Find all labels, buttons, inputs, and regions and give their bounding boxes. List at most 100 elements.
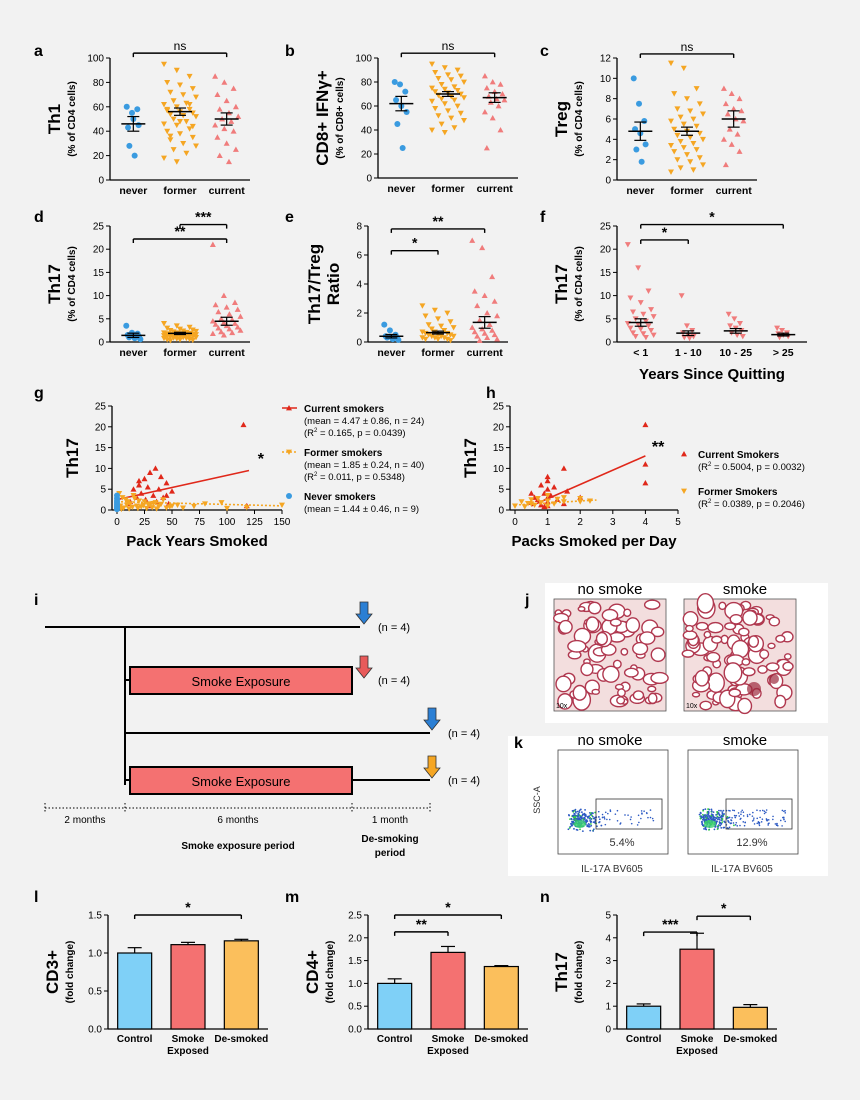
data-point (230, 128, 237, 134)
flow-density-core (704, 820, 716, 828)
alveolus (703, 630, 712, 639)
flow-event (741, 809, 744, 812)
alveolus (620, 647, 629, 656)
flow-event (712, 811, 715, 814)
data-point (687, 108, 694, 114)
flow-event (576, 810, 579, 813)
data-point (693, 123, 700, 130)
panel-letter-m: m (285, 889, 299, 906)
data-point (728, 90, 735, 96)
data-point (438, 323, 445, 330)
flow-event (774, 823, 777, 825)
alveolus (585, 616, 600, 633)
chart-panel-d: d 0 5 10 15 20 25 Th17 (% of CD4 cells) never form… (34, 209, 250, 359)
data-point (170, 147, 177, 153)
data-point (225, 158, 232, 165)
data-point (170, 116, 177, 122)
data-point (429, 85, 435, 91)
y-axis-label: Th17 (552, 952, 571, 992)
flow-event (761, 818, 764, 820)
y-tick-label: 80 (361, 78, 373, 89)
data-point (144, 484, 151, 490)
flow-event (733, 824, 735, 827)
x-tick-label: 0 (512, 517, 518, 528)
category-label: never (387, 183, 415, 195)
flow-event (576, 829, 579, 831)
y-axis-label: Th17 (461, 438, 480, 478)
data-point (435, 76, 442, 82)
flow-event (569, 818, 571, 821)
y-tick-label: 15 (493, 443, 505, 454)
bar (430, 951, 466, 1030)
data-point (476, 337, 483, 343)
significance-label: *** (662, 916, 679, 932)
data-point (461, 79, 467, 85)
data-point (167, 137, 174, 143)
data-point (642, 461, 649, 467)
flow-event (760, 821, 763, 823)
data-point (231, 299, 238, 305)
flow-event (570, 822, 572, 825)
data-point (690, 167, 697, 173)
category-label: former (670, 185, 703, 197)
data-point (734, 131, 741, 137)
data-point (551, 484, 558, 490)
x-tick-label: 0 (114, 517, 120, 528)
alveolus (650, 671, 669, 685)
alveolus (567, 639, 587, 653)
category-label: De-smoked (723, 1034, 777, 1045)
flow-event (716, 811, 719, 813)
y-tick-label: 8 (605, 94, 611, 105)
flow-event (704, 828, 707, 830)
data-point (469, 324, 476, 330)
flow-event (784, 812, 787, 814)
data-point (638, 158, 645, 165)
flow-event (783, 817, 785, 819)
alveolus (587, 601, 602, 615)
data-point (454, 67, 461, 73)
flow-event (710, 808, 713, 811)
alveolus (650, 647, 666, 663)
data-point (129, 504, 136, 511)
flow-event (719, 821, 722, 824)
panel-letter-b: b (285, 43, 295, 60)
flow-event (784, 809, 786, 812)
flow-event (609, 809, 612, 811)
flow-event (716, 818, 719, 821)
category-label: Smoke (681, 1034, 714, 1045)
flow-event (720, 809, 722, 812)
flow-event (588, 825, 591, 828)
flow-event (759, 816, 761, 819)
flow-event (651, 817, 654, 820)
data-point (163, 479, 170, 486)
panel-j-histology: j no smoke smoke 10x 10x (524, 581, 828, 723)
category-label: > 25 (773, 347, 794, 359)
data-point (209, 241, 216, 247)
panel-letter-a: a (34, 43, 43, 60)
y-tick-label: 0.5 (88, 987, 102, 998)
data-point (218, 328, 225, 335)
flow-title-smoke: smoke (723, 732, 767, 749)
flow-event (580, 811, 583, 814)
flow-event (597, 816, 600, 818)
y-tick-label: 0 (100, 506, 106, 517)
category-label: 10 - 25 (719, 347, 752, 359)
data-point (177, 131, 183, 137)
data-point (167, 133, 174, 140)
data-point (544, 477, 551, 484)
data-point (454, 103, 461, 109)
flow-event (776, 822, 778, 825)
data-point (630, 309, 637, 315)
data-point (497, 127, 504, 133)
flow-event (758, 824, 761, 827)
flow-event (579, 808, 582, 811)
category-label: current (477, 183, 514, 195)
flow-event (572, 809, 575, 812)
alveolus (591, 688, 601, 695)
category-label: current (209, 185, 246, 197)
data-point (642, 334, 649, 341)
smoke-exposure-box-2 (129, 766, 353, 795)
x-axis-label: Years Since Quitting (639, 366, 785, 383)
time-label-6-months: 6 months (217, 815, 258, 826)
flow-event (740, 811, 742, 813)
